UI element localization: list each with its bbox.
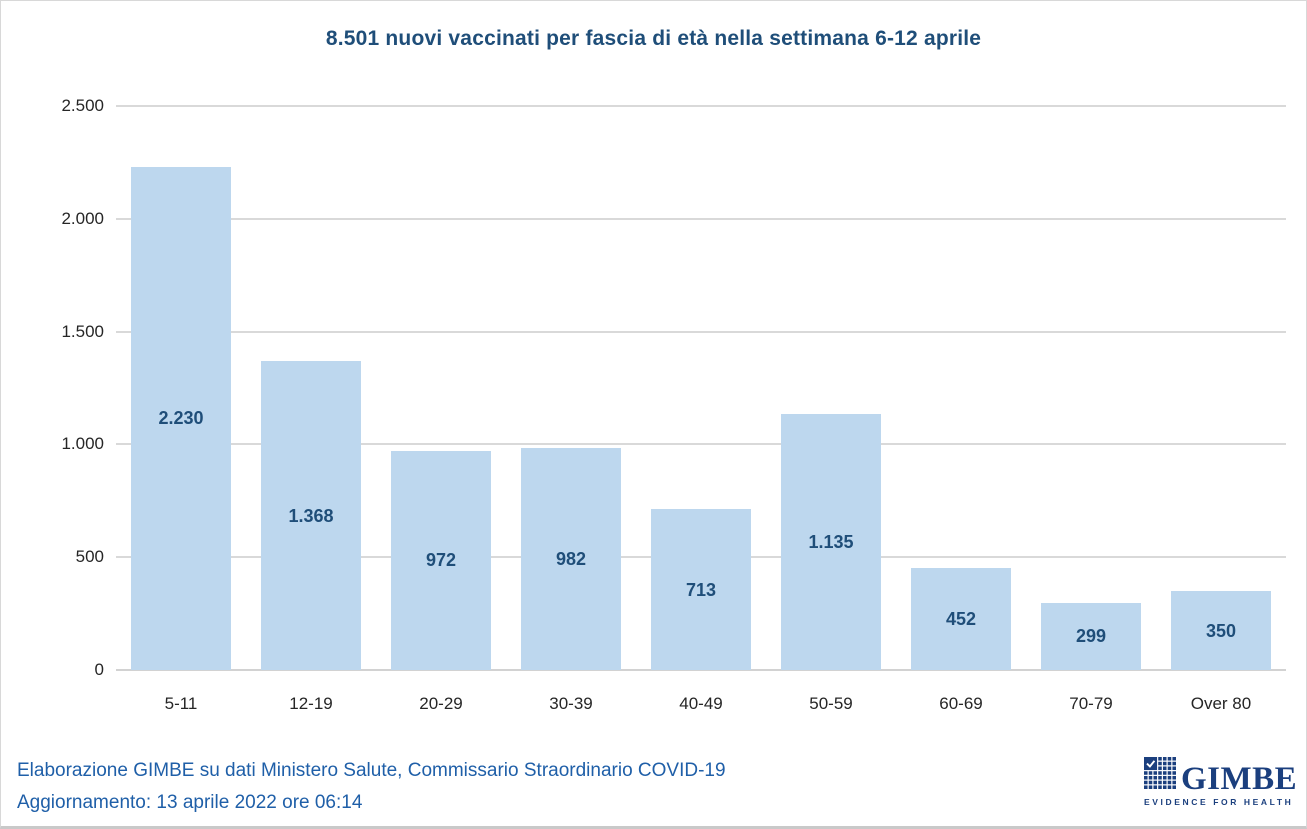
bar-value-label: 452 bbox=[945, 609, 977, 629]
bar-value-label: 2.230 bbox=[158, 408, 204, 429]
x-axis-label: 5-11 bbox=[164, 694, 198, 713]
x-axis-label: 70-79 bbox=[1069, 694, 1113, 713]
bar bbox=[651, 509, 751, 670]
gimbe-logo-icon bbox=[1144, 757, 1176, 794]
bar bbox=[1171, 591, 1271, 670]
gimbe-logo-tagline: EVIDENCE FOR HEALTH bbox=[1144, 797, 1294, 807]
bar bbox=[261, 361, 361, 670]
bar bbox=[391, 450, 491, 670]
bar-value-label: 299 bbox=[1075, 626, 1107, 647]
x-axis-label: 12-19 bbox=[289, 694, 333, 713]
y-axis-label: 1.000 bbox=[61, 434, 104, 454]
y-axis-label: 1.500 bbox=[61, 321, 104, 341]
gimbe-logo-text: GIMBE bbox=[1181, 761, 1298, 797]
x-axis-label: Over 80 bbox=[1190, 694, 1252, 713]
bar bbox=[911, 568, 1011, 670]
x-axis-label: 50-59 bbox=[809, 694, 853, 713]
gridline bbox=[116, 330, 1286, 333]
gridline bbox=[116, 217, 1286, 220]
update-note: Aggiornamento: 13 aprile 2022 ore 06:14 bbox=[17, 792, 363, 813]
chart-title: 8.501 nuovi vaccinati per fascia di età … bbox=[325, 27, 982, 50]
bar-value-label: 972 bbox=[425, 550, 457, 571]
gridline bbox=[116, 105, 1286, 107]
y-axis-label: 500 bbox=[75, 547, 104, 567]
y-axis-label: 2.000 bbox=[61, 208, 104, 228]
x-axis-label: 20-29 bbox=[419, 694, 463, 713]
x-axis-label: 40-49 bbox=[679, 694, 723, 713]
gimbe-logo: GIMBE EVIDENCE FOR HEALTH bbox=[1144, 757, 1297, 807]
bar-value-label: 350 bbox=[1205, 620, 1237, 641]
bar bbox=[781, 413, 881, 670]
bar-value-label: 982 bbox=[555, 549, 587, 570]
gridline bbox=[116, 669, 1286, 671]
y-axis-label: 2.500 bbox=[61, 96, 104, 115]
gridline bbox=[116, 443, 1286, 446]
x-axis-label: 60-69 bbox=[939, 694, 983, 713]
bar-value-label: 1.368 bbox=[288, 505, 334, 526]
bar-value-label: 713 bbox=[685, 579, 717, 600]
y-axis-label: 0 bbox=[94, 660, 104, 679]
bar bbox=[521, 448, 621, 670]
bar-value-label: 1.135 bbox=[808, 531, 854, 552]
x-axis-label: 30-39 bbox=[549, 694, 593, 713]
bar bbox=[1041, 602, 1141, 670]
bar bbox=[131, 166, 231, 670]
source-note: Elaborazione GIMBE su dati Ministero Sal… bbox=[17, 760, 726, 781]
